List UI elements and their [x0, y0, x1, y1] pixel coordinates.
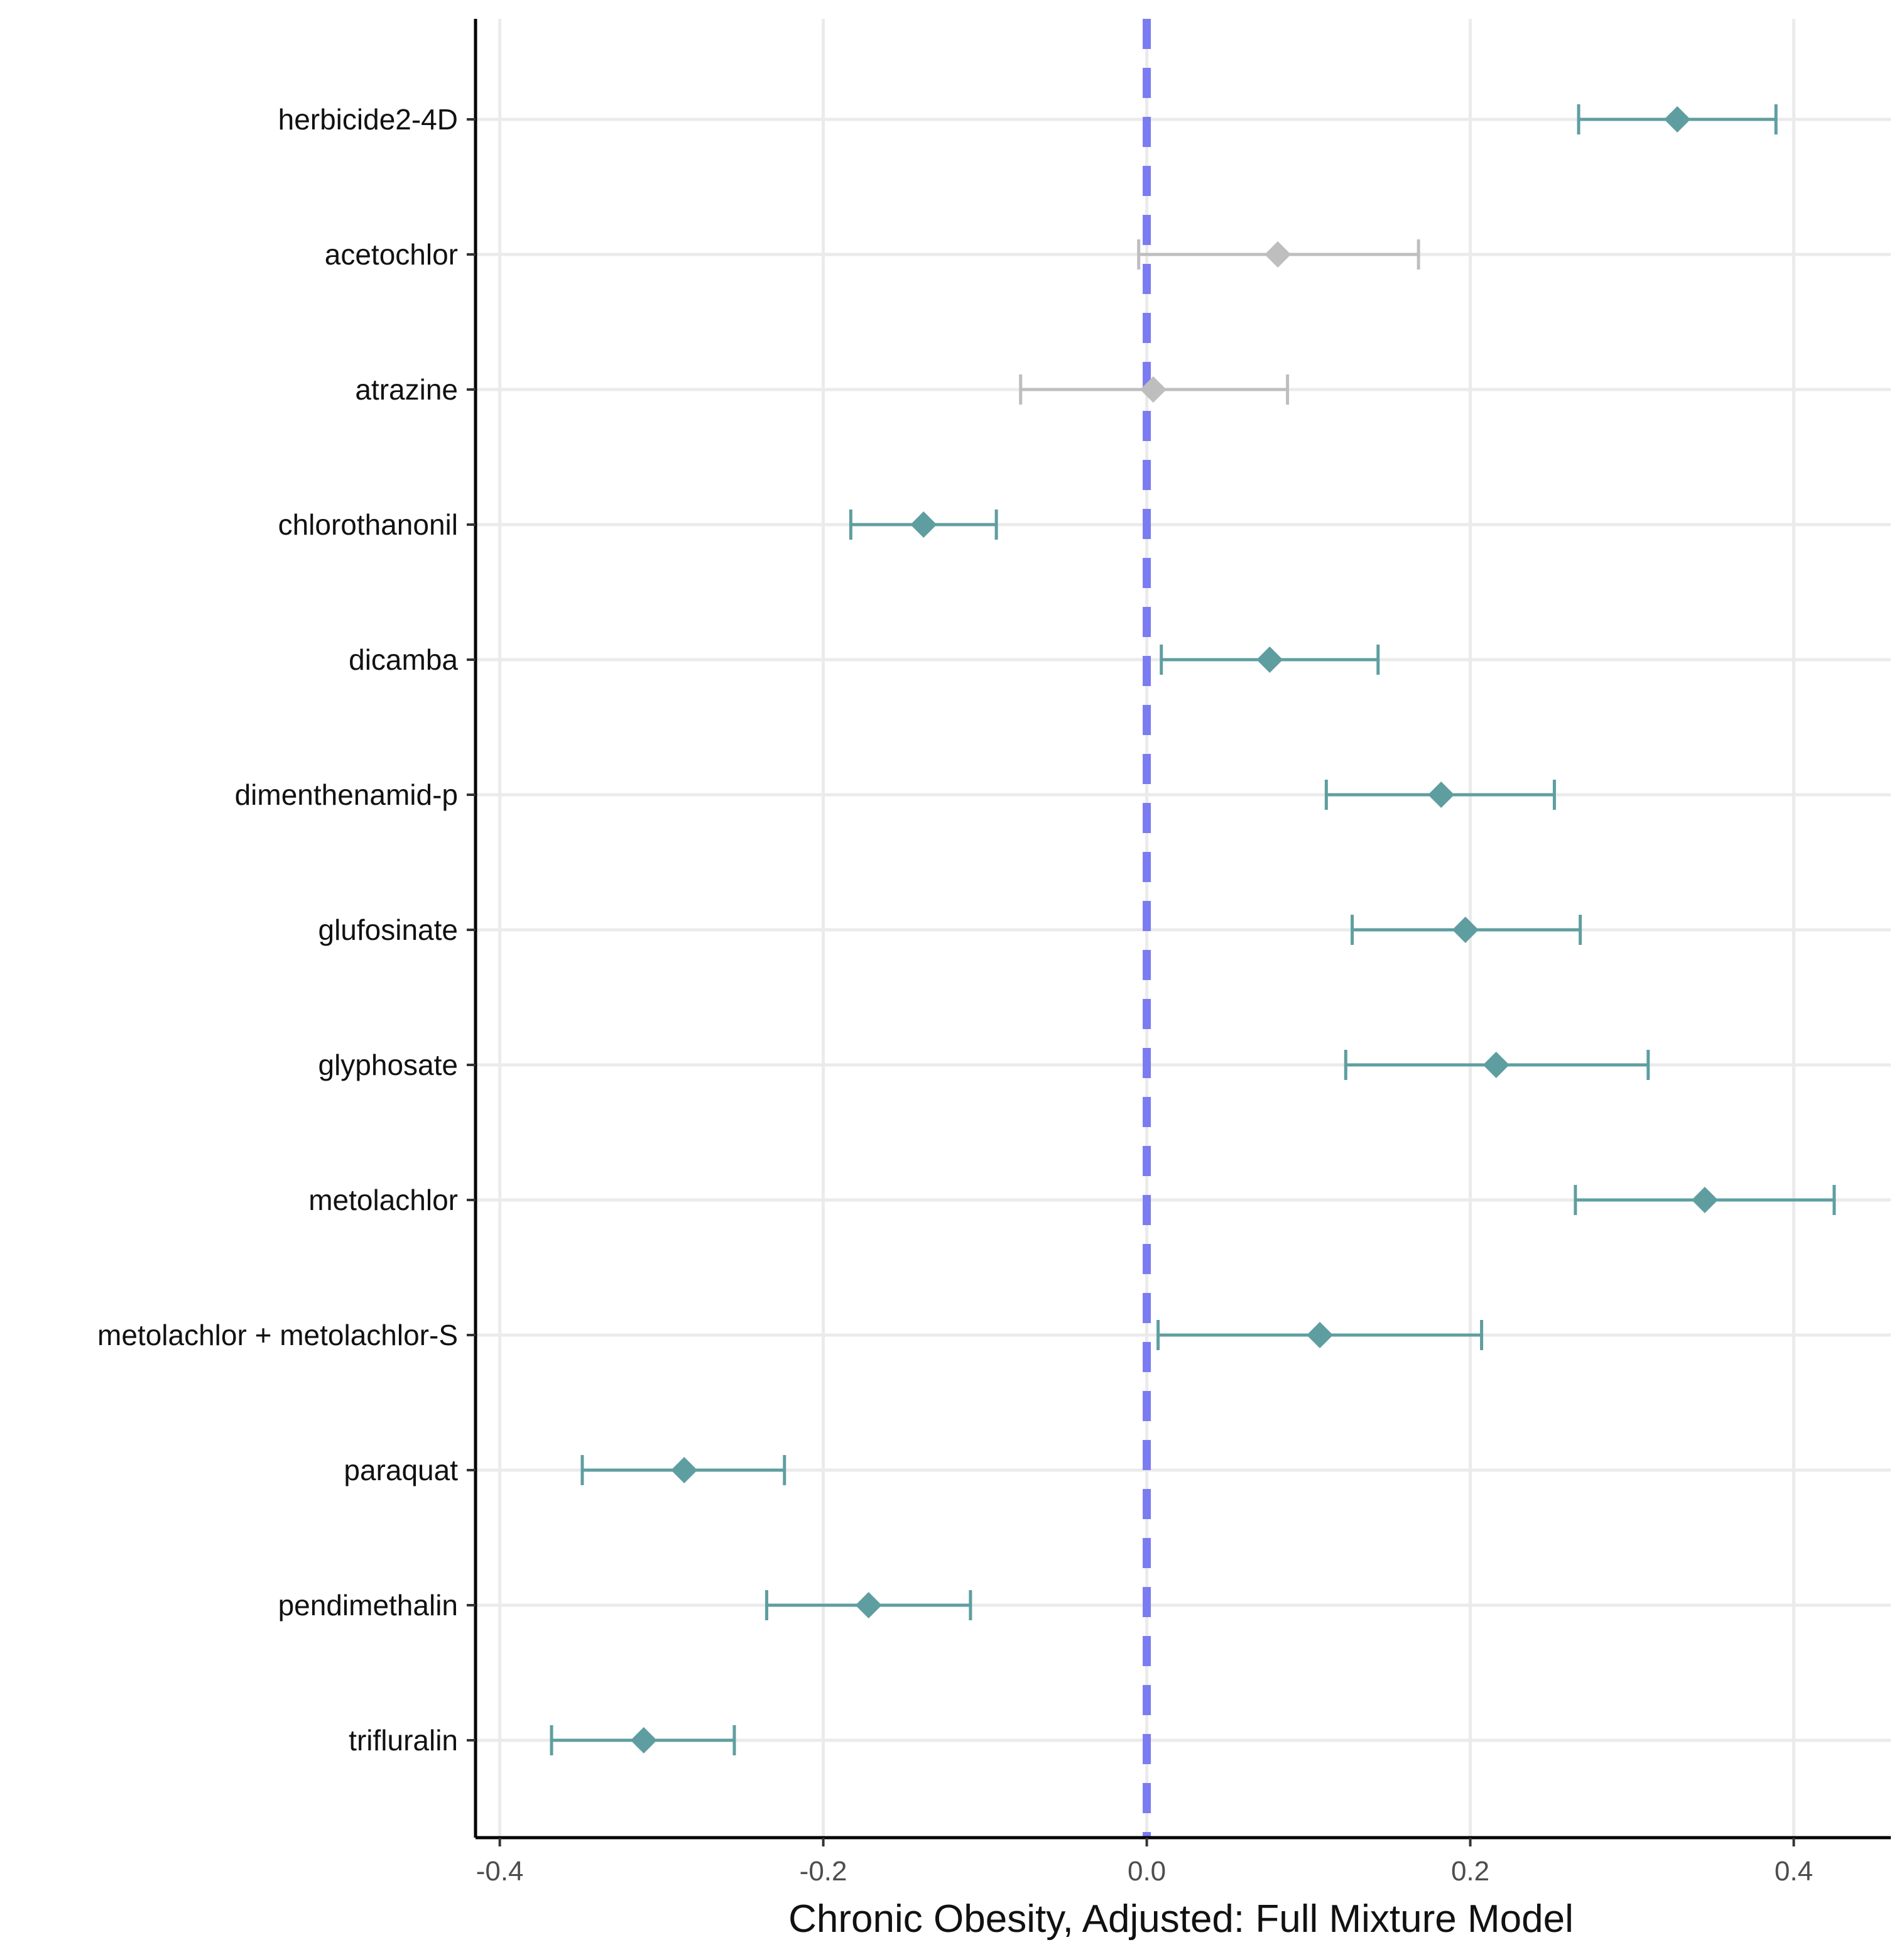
estimate-point-7	[1482, 1052, 1510, 1078]
estimate-point-0	[1664, 106, 1691, 133]
y-tick-label-2: atrazine	[355, 373, 458, 406]
y-tick-label-6: glufosinate	[318, 913, 459, 946]
estimate-point-8	[1691, 1187, 1718, 1213]
estimate-point-1	[1265, 241, 1292, 268]
y-tick-label-7: glyphosate	[318, 1049, 459, 1081]
x-axis-title: Chronic Obesity, Adjusted: Full Mixture …	[788, 1897, 1574, 1941]
y-tick-label-4: dicamba	[349, 643, 458, 676]
confidence-intervals	[550, 104, 1836, 1755]
estimate-point-6	[1452, 917, 1479, 943]
x-axis-tick-labels: -0.4 -0.2 0.0 0.2 0.4	[476, 1856, 1813, 1887]
estimate-point-4	[1256, 646, 1283, 673]
x-tick-label-3: 0.2	[1451, 1856, 1489, 1887]
y-tick-label-9: metolachlor + metolachlor-S	[97, 1319, 458, 1351]
x-axis-ticks	[498, 1838, 1795, 1846]
x-tick-label-1: -0.2	[800, 1856, 847, 1887]
y-tick-label-11: pendimethalin	[278, 1589, 458, 1622]
y-tick-label-12: trifluralin	[349, 1724, 458, 1757]
point-estimates	[630, 106, 1718, 1753]
y-tick-label-8: metolachlor	[308, 1184, 458, 1216]
y-tick-label-5: dimenthenamid-p	[235, 778, 458, 811]
x-tick-label-2: 0.0	[1128, 1856, 1166, 1887]
y-tick-label-3: chlorothanonil	[278, 508, 458, 541]
x-tick-label-4: 0.4	[1775, 1856, 1813, 1887]
estimate-point-5	[1428, 782, 1455, 808]
estimate-point-9	[1307, 1322, 1334, 1348]
y-tick-label-1: acetochlor	[325, 238, 458, 271]
estimate-point-12	[630, 1727, 657, 1753]
y-tick-label-0: herbicide2-4D	[278, 103, 458, 136]
estimate-point-11	[855, 1592, 882, 1618]
y-axis-ticks	[467, 118, 476, 1742]
estimate-point-10	[671, 1457, 698, 1483]
estimate-point-3	[910, 511, 937, 538]
estimate-point-2	[1140, 376, 1167, 403]
x-tick-label-0: -0.4	[476, 1856, 524, 1887]
y-tick-label-10: paraquat	[344, 1454, 458, 1486]
y-axis-tick-labels: herbicide2-4D acetochlor atrazine chlorotha…	[97, 103, 458, 1757]
